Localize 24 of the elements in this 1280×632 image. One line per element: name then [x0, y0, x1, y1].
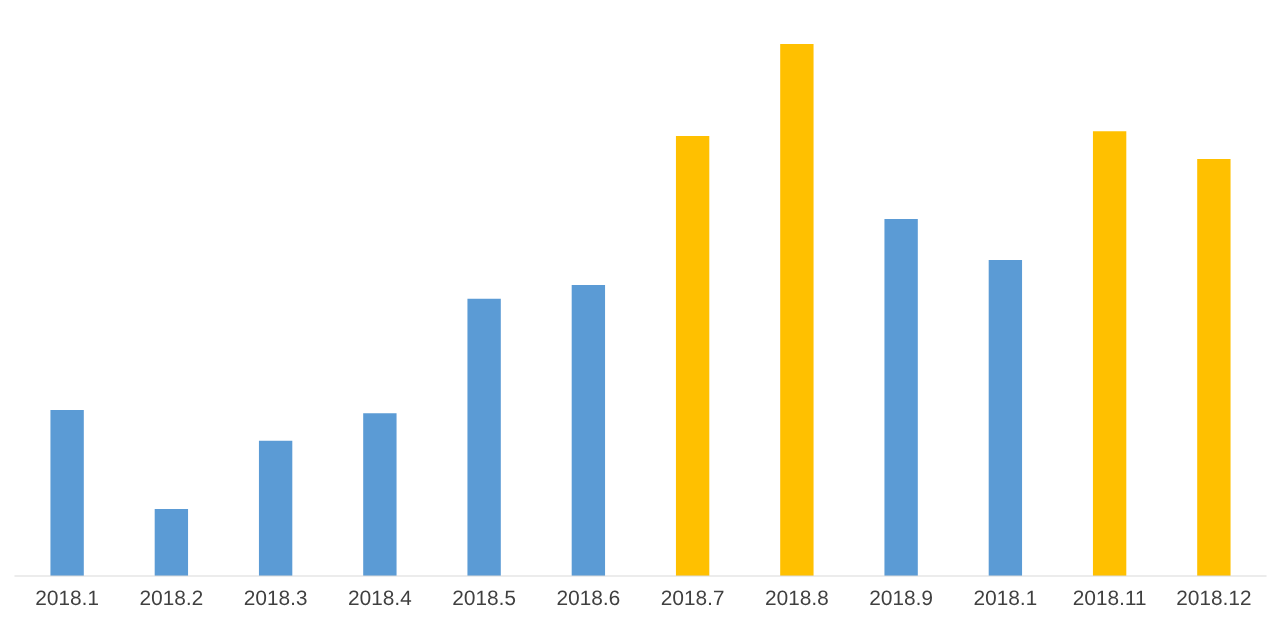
- bar: [50, 410, 84, 576]
- bar: [258, 440, 293, 576]
- x-tick-label: 2018.5: [453, 590, 516, 606]
- x-tick-label: 2018.7: [661, 590, 724, 606]
- x-tick-label: 2018.12: [1177, 590, 1251, 606]
- x-tick-label: 2018.4: [349, 590, 412, 606]
- bar: [1092, 131, 1127, 576]
- x-tick-label: 2018.9: [870, 590, 932, 606]
- x-tick-label: 2018.8: [766, 590, 828, 606]
- x-tick-label: 2018.2: [140, 590, 203, 606]
- x-tick-label: 2018.1: [974, 590, 1037, 606]
- x-tick-label: 2018.6: [557, 590, 620, 606]
- x-tick-label: 2018.1: [36, 590, 98, 606]
- bar: [1197, 158, 1231, 576]
- bar: [780, 44, 814, 576]
- x-tick-label: 2018.3: [244, 590, 307, 606]
- bar: [467, 298, 501, 576]
- bar: [884, 219, 918, 576]
- bar: [675, 136, 710, 576]
- bar: [988, 259, 1023, 576]
- bar: [571, 285, 606, 576]
- bar: [363, 413, 397, 576]
- bar: [154, 508, 189, 576]
- x-tick-label: 2018.11: [1073, 590, 1146, 606]
